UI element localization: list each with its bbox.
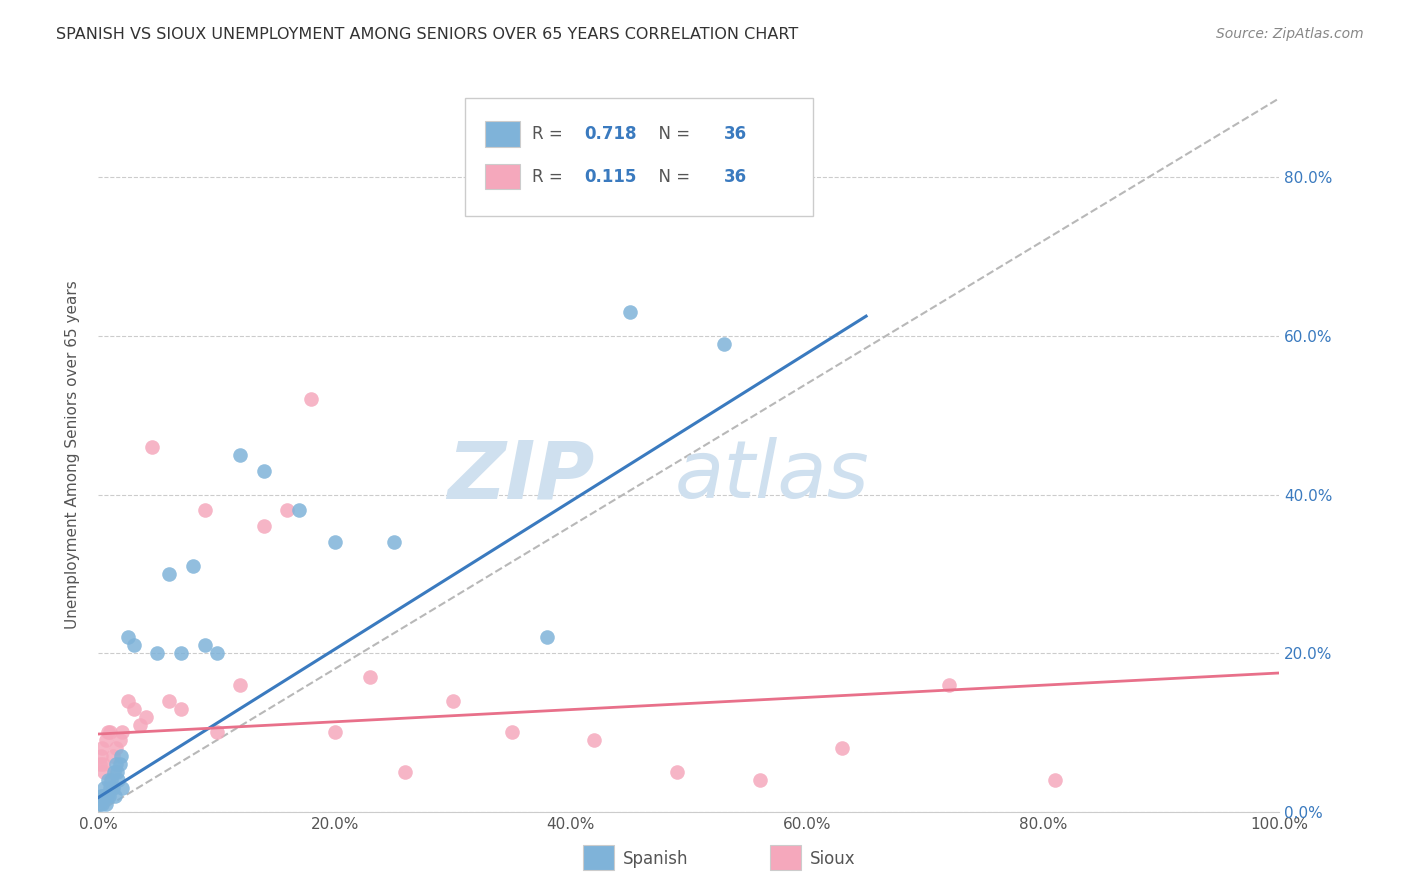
Point	[90, 789, 112, 803]
Point	[170, 646, 193, 660]
Point	[276, 503, 298, 517]
Point	[229, 678, 252, 692]
Point	[146, 646, 169, 660]
Point	[323, 725, 346, 739]
Text: 0.718: 0.718	[583, 125, 637, 143]
Point	[619, 305, 641, 319]
Text: SPANISH VS SIOUX UNEMPLOYMENT AMONG SENIORS OVER 65 YEARS CORRELATION CHART: SPANISH VS SIOUX UNEMPLOYMENT AMONG SENI…	[56, 27, 799, 42]
Point	[89, 757, 111, 772]
Point	[94, 797, 117, 811]
Point	[583, 733, 606, 747]
Point	[181, 558, 204, 573]
Point	[229, 448, 252, 462]
Point	[104, 789, 127, 803]
Point	[157, 694, 180, 708]
Point	[101, 780, 124, 795]
Point	[101, 749, 124, 764]
Point	[205, 646, 228, 660]
Point	[501, 725, 523, 739]
Point	[253, 519, 276, 533]
Point	[97, 772, 120, 787]
Point	[105, 765, 128, 780]
Point	[382, 535, 405, 549]
Point	[299, 392, 322, 407]
Point	[288, 503, 311, 517]
Point	[170, 701, 193, 715]
Point	[713, 337, 735, 351]
Point	[100, 772, 122, 787]
Point	[107, 772, 129, 787]
Point	[141, 440, 163, 454]
Point	[91, 797, 114, 811]
Point	[117, 630, 139, 644]
Point	[98, 789, 121, 803]
FancyBboxPatch shape	[464, 98, 813, 216]
Text: Sioux: Sioux	[810, 850, 855, 868]
Point	[128, 717, 150, 731]
Point	[111, 780, 134, 795]
Text: N =: N =	[648, 125, 695, 143]
Point	[90, 749, 112, 764]
Point	[98, 725, 121, 739]
Text: ZIP: ZIP	[447, 437, 595, 516]
Point	[194, 638, 217, 652]
Point	[105, 741, 128, 756]
Y-axis label: Unemployment Among Seniors over 65 years: Unemployment Among Seniors over 65 years	[65, 281, 80, 629]
Point	[93, 765, 115, 780]
Point	[98, 780, 121, 795]
Point	[89, 797, 111, 811]
Point	[105, 757, 128, 772]
Text: 36: 36	[724, 168, 748, 186]
Point	[938, 678, 960, 692]
Point	[666, 765, 689, 780]
Point	[93, 780, 115, 795]
Point	[205, 725, 228, 739]
Text: R =: R =	[531, 125, 568, 143]
Text: R =: R =	[531, 168, 568, 186]
Point	[135, 709, 157, 723]
Point	[108, 733, 131, 747]
FancyBboxPatch shape	[485, 164, 520, 189]
FancyBboxPatch shape	[485, 121, 520, 146]
Point	[157, 566, 180, 581]
Point	[103, 765, 125, 780]
Text: N =: N =	[648, 168, 695, 186]
Point	[110, 749, 132, 764]
Point	[536, 630, 558, 644]
Point	[748, 772, 770, 787]
Text: Source: ZipAtlas.com: Source: ZipAtlas.com	[1216, 27, 1364, 41]
Point	[111, 725, 134, 739]
Point	[394, 765, 416, 780]
Point	[1043, 772, 1066, 787]
Point	[122, 701, 145, 715]
Point	[253, 464, 276, 478]
Text: 0.115: 0.115	[583, 168, 636, 186]
Point	[831, 741, 853, 756]
Point	[117, 694, 139, 708]
Point	[194, 503, 217, 517]
Point	[359, 670, 381, 684]
Point	[97, 725, 120, 739]
Point	[91, 741, 114, 756]
Point	[108, 757, 131, 772]
Point	[91, 757, 114, 772]
Point	[441, 694, 464, 708]
Point	[96, 789, 118, 803]
Text: atlas: atlas	[675, 437, 869, 516]
Point	[94, 733, 117, 747]
Point	[122, 638, 145, 652]
Text: 36: 36	[724, 125, 748, 143]
Point	[323, 535, 346, 549]
Text: Spanish: Spanish	[623, 850, 689, 868]
Point	[91, 789, 114, 803]
